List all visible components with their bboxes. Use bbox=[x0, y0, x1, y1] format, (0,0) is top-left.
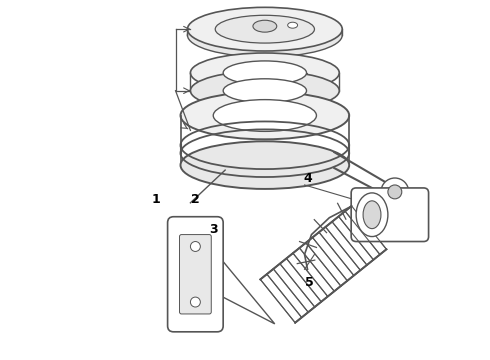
Polygon shape bbox=[217, 255, 275, 324]
Ellipse shape bbox=[188, 13, 342, 57]
Ellipse shape bbox=[288, 22, 297, 28]
Text: 4: 4 bbox=[303, 171, 312, 185]
Text: 5: 5 bbox=[305, 276, 314, 289]
Ellipse shape bbox=[253, 20, 277, 32]
Ellipse shape bbox=[356, 193, 388, 237]
Ellipse shape bbox=[188, 7, 342, 51]
Ellipse shape bbox=[180, 141, 349, 189]
Ellipse shape bbox=[215, 15, 315, 43]
Ellipse shape bbox=[191, 53, 339, 93]
Ellipse shape bbox=[191, 242, 200, 251]
Polygon shape bbox=[260, 206, 387, 323]
Ellipse shape bbox=[223, 61, 307, 85]
FancyBboxPatch shape bbox=[351, 188, 429, 242]
Text: 2: 2 bbox=[191, 193, 200, 206]
Text: 3: 3 bbox=[209, 223, 218, 236]
Ellipse shape bbox=[388, 185, 402, 199]
Ellipse shape bbox=[191, 71, 339, 111]
Text: 1: 1 bbox=[151, 193, 160, 206]
FancyBboxPatch shape bbox=[168, 217, 223, 332]
Ellipse shape bbox=[363, 201, 381, 229]
Ellipse shape bbox=[191, 297, 200, 307]
Ellipse shape bbox=[180, 92, 349, 139]
Ellipse shape bbox=[213, 100, 317, 131]
Ellipse shape bbox=[381, 178, 409, 206]
FancyBboxPatch shape bbox=[179, 235, 211, 314]
Ellipse shape bbox=[223, 79, 307, 103]
